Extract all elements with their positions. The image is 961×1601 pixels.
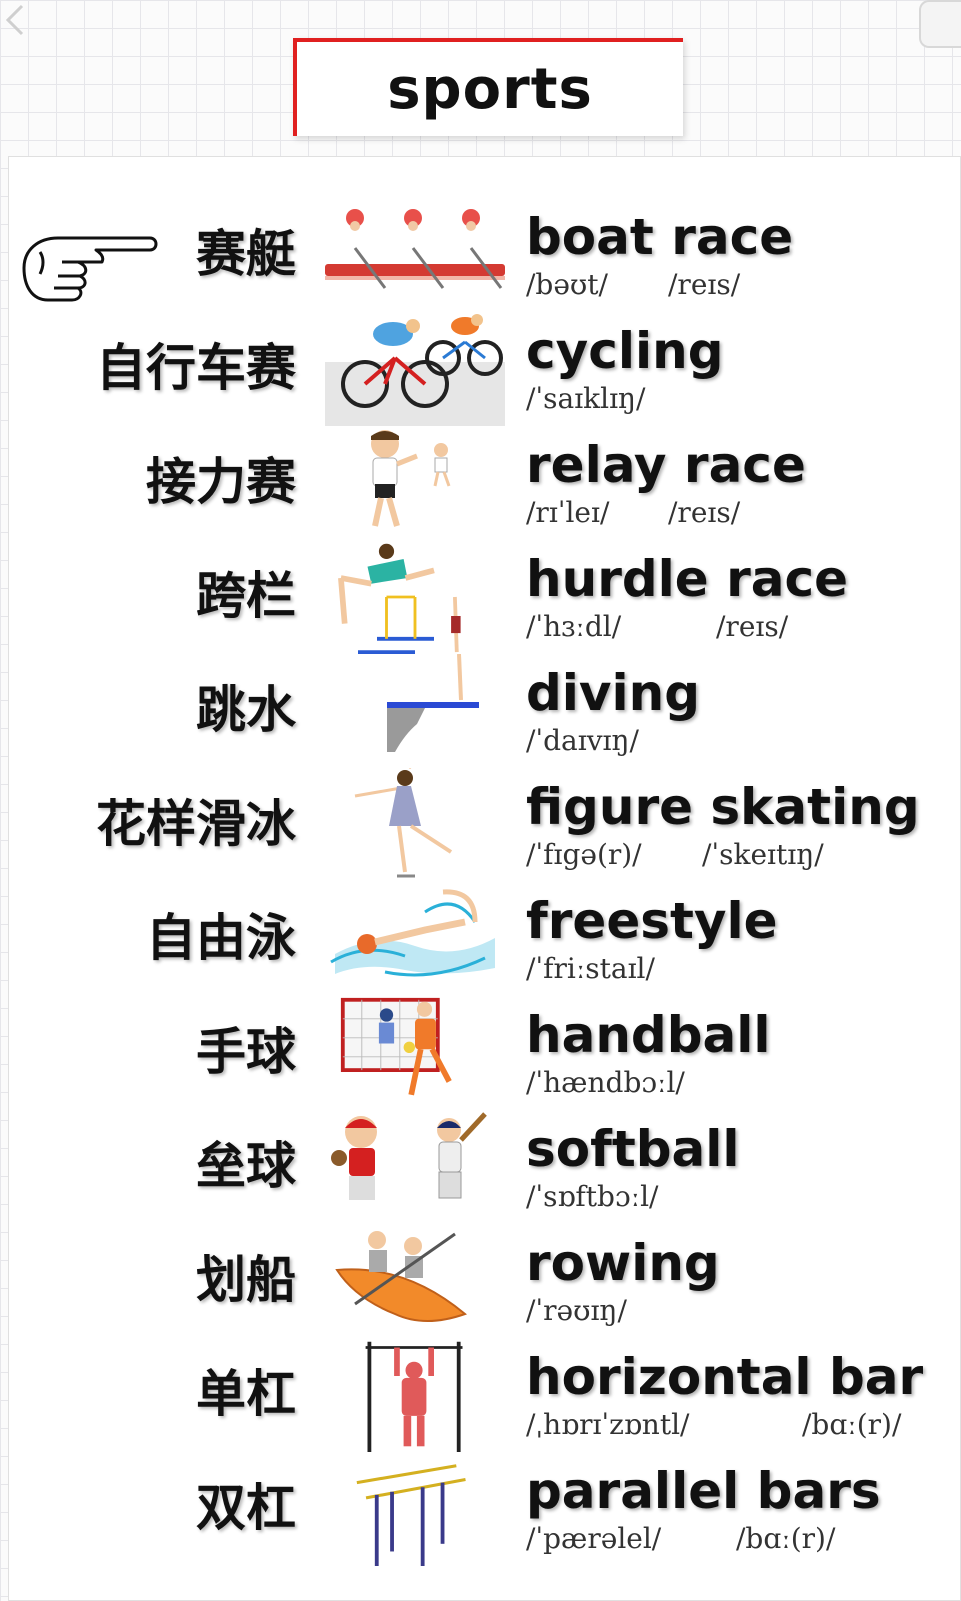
title-box: sports [293,38,683,136]
chinese-term: 自由泳 [146,909,296,967]
english-term: rowing [526,1234,720,1292]
back-chevron-icon[interactable] [0,0,30,40]
phonetics: /ˌhɒrɪˈzɒntl/ /bɑː(r)/ [526,1408,956,1448]
handball-illustration [340,997,452,1096]
phonetic-1: /ˈhɜːdl/ [526,610,622,643]
row-softball: 垒球 softball /ˈsɒftbɔːl/ [0,1110,961,1224]
row-handball: 手球 handball /ˈhændbɔːl/ [0,996,961,1110]
phonetic-1: /rɪˈleɪ/ [526,496,610,529]
row-rowing: 划船 rowing /ˈrəʊɪŋ/ [0,1224,961,1338]
freestyle-illustration [330,889,495,977]
figure-skating-illustration [354,768,453,878]
chinese-term: 跨栏 [196,567,296,625]
phonetic-1: /ˈdaɪvɪŋ/ [526,724,639,757]
chinese-term: 跳水 [196,681,296,739]
phonetics: /ˈhændbɔːl/ [526,1066,956,1106]
english-term: parallel bars [526,1462,881,1520]
english-term: horizontal bar [526,1348,924,1406]
phonetics: /ˈsɒftbɔːl/ [526,1180,956,1220]
row-cycling: 自行车赛 cycling /ˈsaɪklɪŋ/ [0,312,961,426]
phonetics: /ˈdaɪvɪŋ/ [526,724,956,764]
chinese-term: 接力赛 [146,453,296,511]
chinese-term: 垒球 [196,1137,296,1195]
horizontal-bar-illustration [365,1341,463,1452]
english-term: diving [526,664,701,722]
phonetic-1: /ˈsaɪklɪŋ/ [526,382,646,415]
cycling-illustration [325,314,505,426]
phonetics: /ˈhɜːdl/ /reɪs/ [526,610,956,650]
phonetic-2: /reɪs/ [668,496,741,529]
phonetics: /rɪˈleɪ/ /reɪs/ [526,496,956,536]
english-term: softball [526,1120,740,1178]
phonetic-2: /reɪs/ [668,268,741,301]
hurdle-race-illustration [338,543,461,654]
phonetic-1: /ˈpærəlel/ [526,1522,662,1555]
phonetic-2: /reɪs/ [716,610,789,643]
row-horizontal-bar: 单杠 horizontal bar /ˌhɒrɪˈzɒntl/ /bɑː(r)/ [0,1338,961,1452]
phonetic-2: /bɑː(r)/ [736,1522,836,1555]
phonetic-1: /ˌhɒrɪˈzɒntl/ [526,1408,690,1441]
english-term: handball [526,1006,771,1064]
row-figure-skating: 花样滑冰 figure skating /ˈfɪgə(r)/ /ˈskeɪtɪŋ… [0,768,961,882]
page-title: sports [387,56,593,122]
row-diving: 跳水 diving /ˈdaɪvɪŋ/ [0,654,961,768]
phonetics: /ˈpærəlel/ /bɑː(r)/ [526,1522,956,1562]
english-term: freestyle [526,892,778,950]
phonetics: /ˈsaɪklɪŋ/ [526,382,956,422]
phonetic-1: /ˈhændbɔːl/ [526,1066,685,1099]
phonetics: /ˈrəʊɪŋ/ [526,1294,956,1334]
softball-illustration [331,1112,487,1200]
chinese-term: 花样滑冰 [96,795,296,853]
phonetic-2: /bɑː(r)/ [802,1408,902,1441]
chinese-term: 单杠 [196,1365,296,1423]
english-term: relay race [526,436,806,494]
diving-illustration [387,654,479,752]
phonetic-1: /ˈfɪgə(r)/ [526,838,642,871]
row-parallel-bars: 双杠 parallel bars /ˈpærəlel/ /bɑː(r)/ [0,1452,961,1566]
side-panel-tab[interactable] [919,0,961,48]
row-relay-race: 接力赛 relay race /rɪˈleɪ/ /reɪs/ [0,426,961,540]
english-term: figure skating [526,778,920,836]
chinese-term: 手球 [196,1023,296,1081]
relay-race-illustration [371,430,451,527]
chinese-term: 双杠 [196,1479,296,1537]
chinese-term: 自行车赛 [96,339,296,397]
phonetic-2: /ˈskeɪtɪŋ/ [702,838,824,871]
phonetic-1: /ˈrəʊɪŋ/ [526,1294,627,1327]
row-hurdle-race: 跨栏 hurdle race /ˈhɜːdl/ /reɪs/ [0,540,961,654]
chinese-term: 划船 [196,1251,296,1309]
phonetics: /ˈfɪgə(r)/ /ˈskeɪtɪŋ/ [526,838,956,878]
boat-race-illustration [325,209,505,289]
phonetics: /bəʊt/ /reɪs/ [526,268,956,308]
phonetic-1: /ˈfriːstaɪl/ [526,952,655,985]
pointing-hand-icon [22,236,158,302]
english-term: cycling [526,322,724,380]
english-term: hurdle race [526,550,849,608]
phonetic-1: /bəʊt/ [526,268,608,301]
rowing-illustration [335,1231,467,1322]
parallel-bars-illustration [356,1464,466,1566]
row-freestyle: 自由泳 freestyle /ˈfriːstaɪl/ [0,882,961,996]
phonetic-1: /ˈsɒftbɔːl/ [526,1180,659,1213]
chinese-term: 赛艇 [196,225,296,283]
phonetics: /ˈfriːstaɪl/ [526,952,956,992]
english-term: boat race [526,208,794,266]
row-boat-race: 赛艇 boat race /bəʊt/ /reɪs/ [0,198,961,312]
